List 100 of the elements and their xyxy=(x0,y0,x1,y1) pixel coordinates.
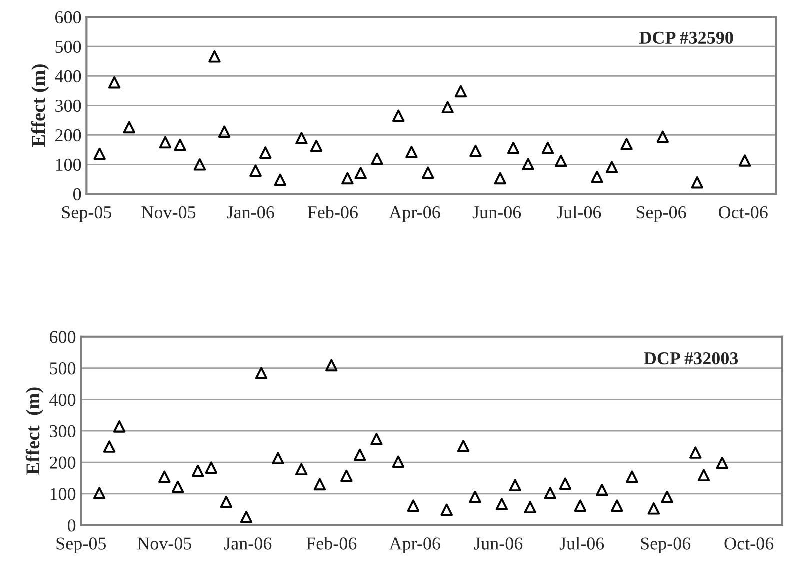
y-tick-label: 200 xyxy=(56,129,82,142)
point xyxy=(296,132,308,145)
x-tick-label: Apr-06 xyxy=(389,206,440,222)
point xyxy=(205,462,218,474)
point xyxy=(620,138,633,150)
x-tick-label: Nov-05 xyxy=(138,538,192,550)
point xyxy=(656,130,670,144)
x-tick-label: Jun-06 xyxy=(472,206,522,219)
point xyxy=(554,154,568,168)
point xyxy=(407,500,420,512)
x-tick-label: Feb-06 xyxy=(308,206,358,219)
point xyxy=(208,50,221,63)
point xyxy=(94,148,106,160)
y-tick-label: 200 xyxy=(50,456,76,469)
point xyxy=(274,174,287,186)
y-axis-title: Effect (m) xyxy=(26,388,44,476)
point xyxy=(507,142,520,154)
point xyxy=(494,172,507,185)
point xyxy=(422,166,434,180)
point xyxy=(698,469,710,482)
y-tick-label: 0 xyxy=(73,188,82,201)
point xyxy=(559,478,572,490)
x-tick-label: Feb-06 xyxy=(306,537,357,550)
point xyxy=(544,487,557,500)
point xyxy=(591,170,604,184)
point xyxy=(218,126,231,138)
point xyxy=(596,484,608,496)
x-tick-label: Oct-06 xyxy=(724,538,774,550)
point xyxy=(172,480,184,494)
point xyxy=(457,440,470,452)
point xyxy=(626,470,638,484)
point xyxy=(371,152,384,166)
point xyxy=(192,464,204,478)
point xyxy=(522,158,534,170)
x-tick-label: Jun-06 xyxy=(474,538,523,550)
x-tick-label: Sep-06 xyxy=(636,206,686,222)
y-tick-label: 0 xyxy=(68,520,76,532)
point xyxy=(174,139,186,152)
point xyxy=(611,500,624,512)
annotation: DCP #32590 xyxy=(639,32,734,44)
point xyxy=(606,161,618,174)
point xyxy=(370,433,383,446)
point xyxy=(314,478,326,491)
point xyxy=(103,440,116,453)
x-tick-label: Nov-05 xyxy=(142,206,196,219)
point xyxy=(295,463,308,476)
x-tick-label: Apr-06 xyxy=(389,538,440,554)
point xyxy=(108,76,121,89)
y-tick-label: 300 xyxy=(56,100,82,112)
point xyxy=(340,470,353,482)
y-tick-label: 100 xyxy=(50,488,76,500)
point xyxy=(469,490,482,504)
annotation: DCP #32003 xyxy=(644,352,738,365)
x-tick-label: Jul-06 xyxy=(560,537,604,550)
point xyxy=(240,511,253,524)
point xyxy=(354,448,366,462)
x-tick-label: Jan-06 xyxy=(227,206,274,219)
point xyxy=(354,167,367,180)
point xyxy=(123,121,136,134)
y-tick-label: 300 xyxy=(50,425,76,438)
point xyxy=(326,359,338,372)
y-tick-label: 400 xyxy=(55,70,82,83)
y-tick-label: 600 xyxy=(56,11,82,24)
point xyxy=(272,452,284,465)
point xyxy=(93,487,106,500)
point xyxy=(310,140,323,152)
x-tick-label: Jan-06 xyxy=(224,538,272,550)
point xyxy=(470,144,482,158)
point xyxy=(690,446,702,459)
point xyxy=(716,457,728,470)
point xyxy=(524,501,536,514)
point xyxy=(250,164,262,177)
x-tick-label: Oct-06 xyxy=(719,206,768,219)
point xyxy=(392,456,405,468)
point xyxy=(158,470,171,484)
point xyxy=(648,502,660,515)
x-tick-label: Sep-05 xyxy=(62,206,112,222)
point xyxy=(574,500,587,512)
point xyxy=(113,420,126,433)
point xyxy=(406,146,418,158)
point xyxy=(259,146,272,159)
point xyxy=(342,172,354,185)
point xyxy=(159,136,172,149)
point xyxy=(661,490,674,504)
point xyxy=(392,110,405,122)
y-tick-label: 500 xyxy=(50,362,76,375)
point xyxy=(255,367,268,380)
y-tick-label: 500 xyxy=(56,40,82,54)
point xyxy=(738,154,752,167)
y-tick-label: 600 xyxy=(50,331,76,344)
x-tick-label: Sep-06 xyxy=(641,538,691,554)
x-tick-label: Sep-05 xyxy=(56,538,106,554)
y-axis-title: Effect (m) xyxy=(31,64,50,148)
point xyxy=(442,101,454,114)
point xyxy=(220,496,233,508)
x-tick-label: Jul-06 xyxy=(556,206,602,219)
y-tick-label: 400 xyxy=(50,394,76,406)
point xyxy=(194,158,206,171)
point xyxy=(691,176,704,189)
point xyxy=(440,504,453,516)
